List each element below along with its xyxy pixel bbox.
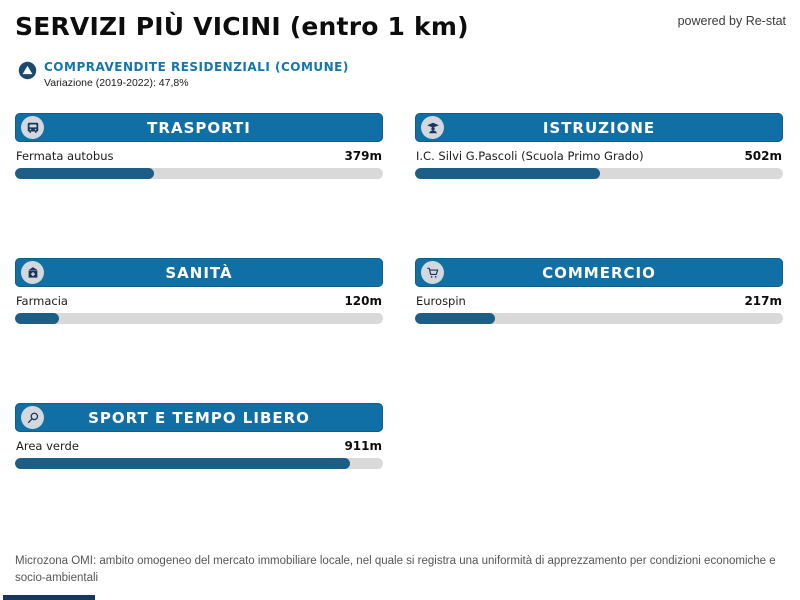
card-title: TRASPORTI [147, 118, 251, 137]
racket-icon [21, 406, 44, 429]
card-sport-tempo-libero: SPORT E TEMPO LIBERO Area verde 911m [15, 403, 383, 469]
item-name: I.C. Silvi G.Pascoli (Scuola Primo Grado… [416, 149, 644, 163]
item-name: Eurospin [416, 294, 466, 308]
item-distance: 217m [744, 294, 782, 308]
delta-circle-icon [18, 61, 37, 80]
cart-icon [421, 261, 444, 284]
distance-bar-track [15, 168, 383, 179]
card-header: ISTRUZIONE [415, 113, 783, 142]
card-header: SANITÀ [15, 258, 383, 287]
card-title: SPORT E TEMPO LIBERO [88, 408, 310, 427]
distance-bar-track [15, 458, 383, 469]
subtitle-block: COMPRAVENDITE RESIDENZIALI (COMUNE) Vari… [18, 60, 349, 89]
item-distance: 120m [344, 294, 382, 308]
bus-icon [21, 116, 44, 139]
distance-bar-track [415, 313, 783, 324]
microzona-note: Microzona OMI: ambito omogeneo del merca… [15, 555, 776, 584]
page-title: SERVIZI PIÙ VICINI (entro 1 km) [15, 12, 469, 41]
item-distance: 911m [344, 439, 382, 453]
card-title: COMMERCIO [542, 263, 656, 282]
item-distance: 379m [344, 149, 382, 163]
card-header: TRASPORTI [15, 113, 383, 142]
card-trasporti: TRASPORTI Fermata autobus 379m [15, 113, 383, 179]
item-distance: 502m [744, 149, 782, 163]
distance-bar-fill [15, 313, 60, 324]
card-istruzione: ISTRUZIONE I.C. Silvi G.Pascoli (Scuola … [415, 113, 783, 179]
card-title: SANITÀ [165, 263, 233, 282]
card-commercio: COMMERCIO Eurospin 217m [415, 258, 783, 324]
item-name: Fermata autobus [16, 149, 114, 163]
distance-bar-fill [415, 313, 495, 324]
card-sanita: SANITÀ Farmacia 120m [15, 258, 383, 324]
distance-bar-track [15, 313, 383, 324]
subtitle-variation: Variazione (2019-2022): 47,8% [44, 77, 189, 89]
powered-by-label: powered by Re-stat [677, 14, 786, 28]
hospital-icon [21, 261, 44, 284]
cropped-bottom-bar [3, 595, 95, 600]
distance-bar-fill [15, 168, 155, 179]
distance-bar-fill [15, 458, 351, 469]
graduate-icon [421, 116, 444, 139]
distance-bar-track [415, 168, 783, 179]
item-name: Area verde [16, 439, 79, 453]
distance-bar-fill [415, 168, 600, 179]
card-header: COMMERCIO [415, 258, 783, 287]
subtitle-label: COMPRAVENDITE RESIDENZIALI (COMUNE) [44, 60, 349, 74]
item-name: Farmacia [16, 294, 68, 308]
card-title: ISTRUZIONE [542, 118, 656, 137]
card-header: SPORT E TEMPO LIBERO [15, 403, 383, 432]
